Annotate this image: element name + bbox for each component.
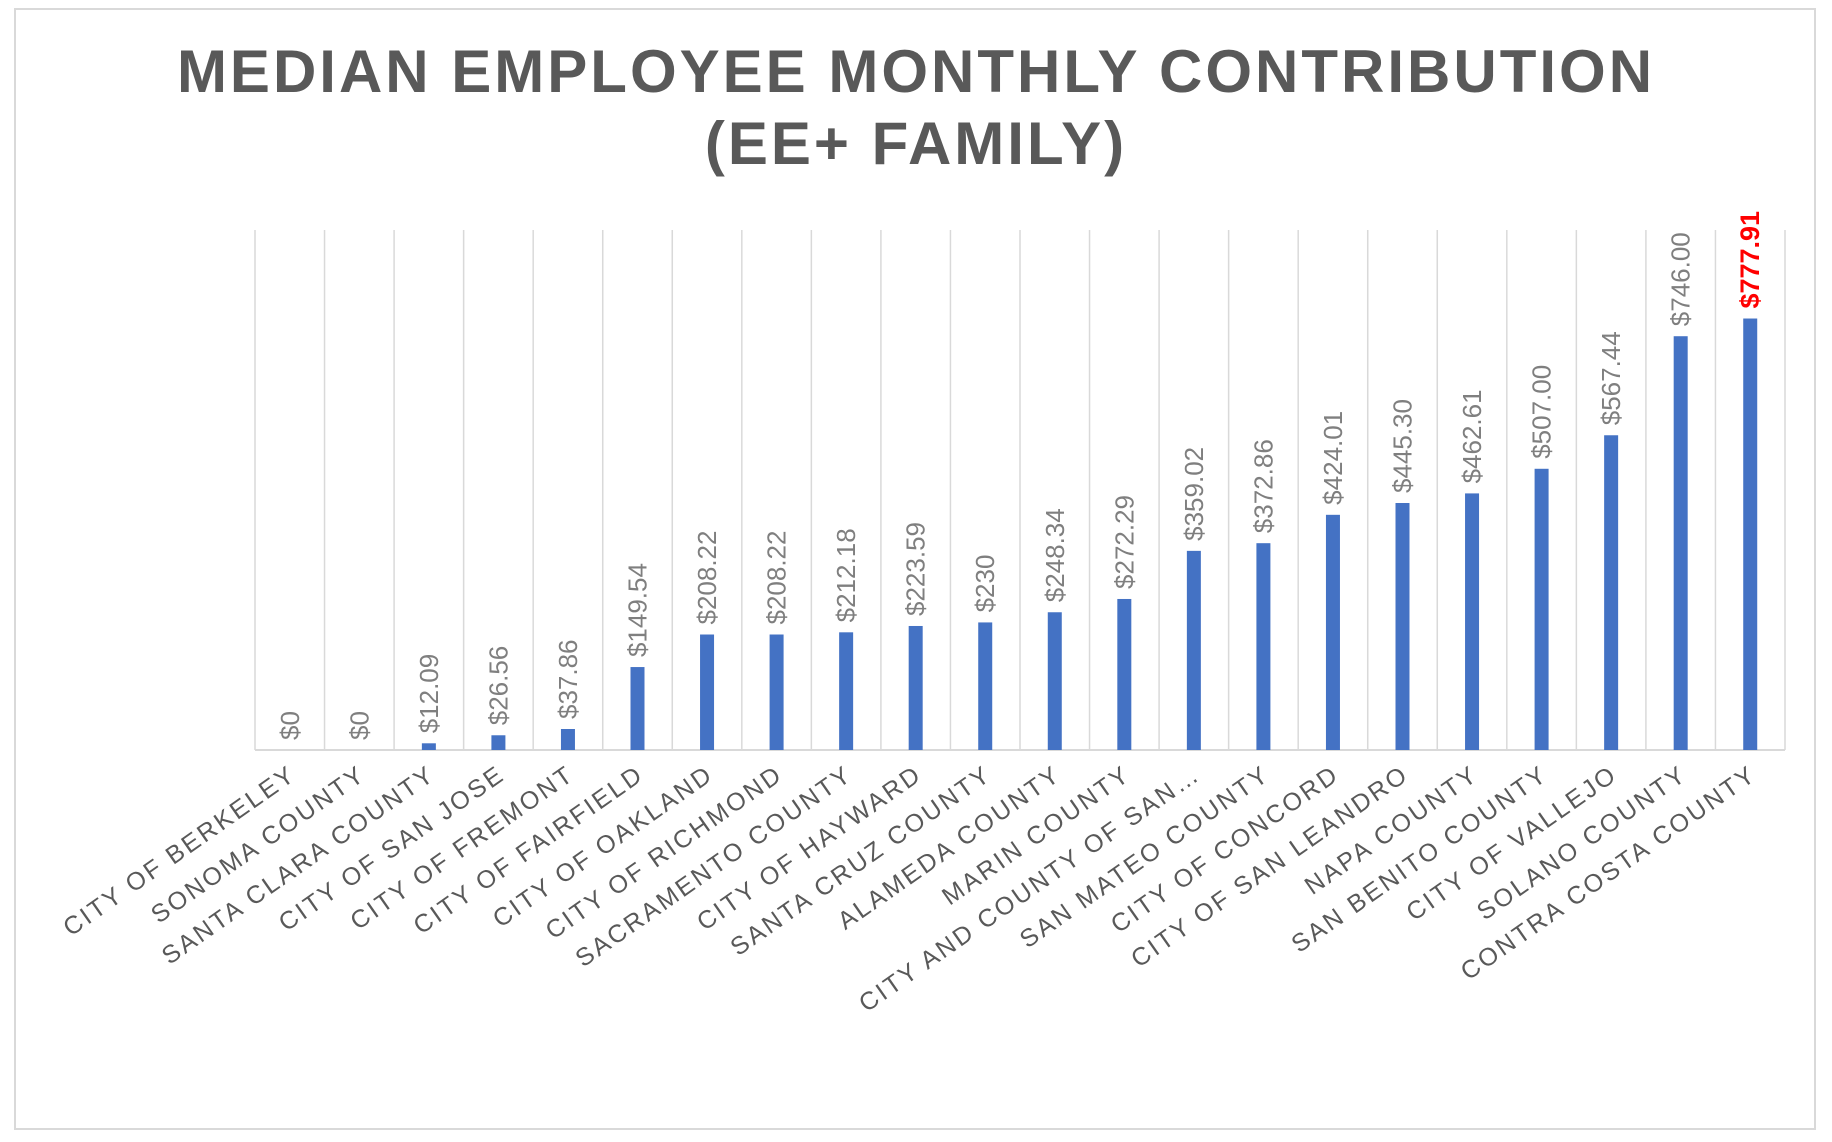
bar-17	[1465, 493, 1480, 750]
data-label-3: $26.56	[483, 646, 513, 726]
bar-3	[491, 735, 506, 750]
data-label-9: $223.59	[901, 522, 931, 616]
data-label-10: $230	[970, 555, 1000, 613]
data-label-20: $746.00	[1666, 232, 1696, 326]
bar-19	[1604, 435, 1619, 750]
bar-16	[1395, 503, 1410, 750]
data-label-21: $777.91	[1735, 211, 1765, 309]
data-label-0: $0	[275, 711, 305, 740]
data-label-11: $248.34	[1040, 508, 1070, 602]
bar-4	[560, 729, 575, 750]
bar-10	[978, 622, 993, 750]
data-label-4: $37.86	[553, 639, 583, 719]
bar-11	[1047, 612, 1062, 750]
data-label-12: $272.29	[1109, 495, 1139, 589]
chart-title-line-2: (EE+ FAMILY)	[704, 110, 1128, 177]
data-label-1: $0	[344, 711, 374, 740]
data-label-5: $149.54	[623, 563, 653, 657]
data-label-6: $208.22	[692, 531, 722, 625]
category-label-2: SANTA CLARA COUNTY	[157, 760, 441, 970]
data-label-8: $212.18	[831, 528, 861, 622]
data-label-15: $424.01	[1318, 411, 1348, 505]
chart-title: MEDIAN EMPLOYEE MONTHLY CONTRIBUTION (EE…	[0, 36, 1832, 180]
data-label-16: $445.30	[1388, 399, 1418, 493]
data-label-2: $12.09	[414, 654, 444, 734]
bar-8	[839, 632, 854, 750]
chart-frame	[14, 8, 1816, 1130]
data-label-19: $567.44	[1596, 331, 1626, 425]
bar-12	[1117, 598, 1132, 750]
bar-18	[1534, 468, 1549, 750]
data-label-7: $208.22	[762, 531, 792, 625]
bar-20	[1673, 336, 1688, 750]
bar-5	[630, 667, 645, 750]
bar-14	[1256, 543, 1271, 750]
bar-21	[1743, 318, 1758, 750]
bar-2	[421, 743, 436, 750]
data-label-14: $372.86	[1248, 439, 1278, 533]
bar-7	[769, 634, 784, 750]
bar-15	[1325, 514, 1340, 750]
bar-13	[1186, 550, 1201, 750]
data-label-13: $359.02	[1179, 447, 1209, 541]
data-label-17: $462.61	[1457, 389, 1487, 483]
chart-title-line-1: MEDIAN EMPLOYEE MONTHLY CONTRIBUTION	[176, 38, 1656, 105]
bar-6	[700, 634, 715, 750]
data-label-18: $507.00	[1527, 365, 1557, 459]
bar-9	[908, 625, 923, 750]
